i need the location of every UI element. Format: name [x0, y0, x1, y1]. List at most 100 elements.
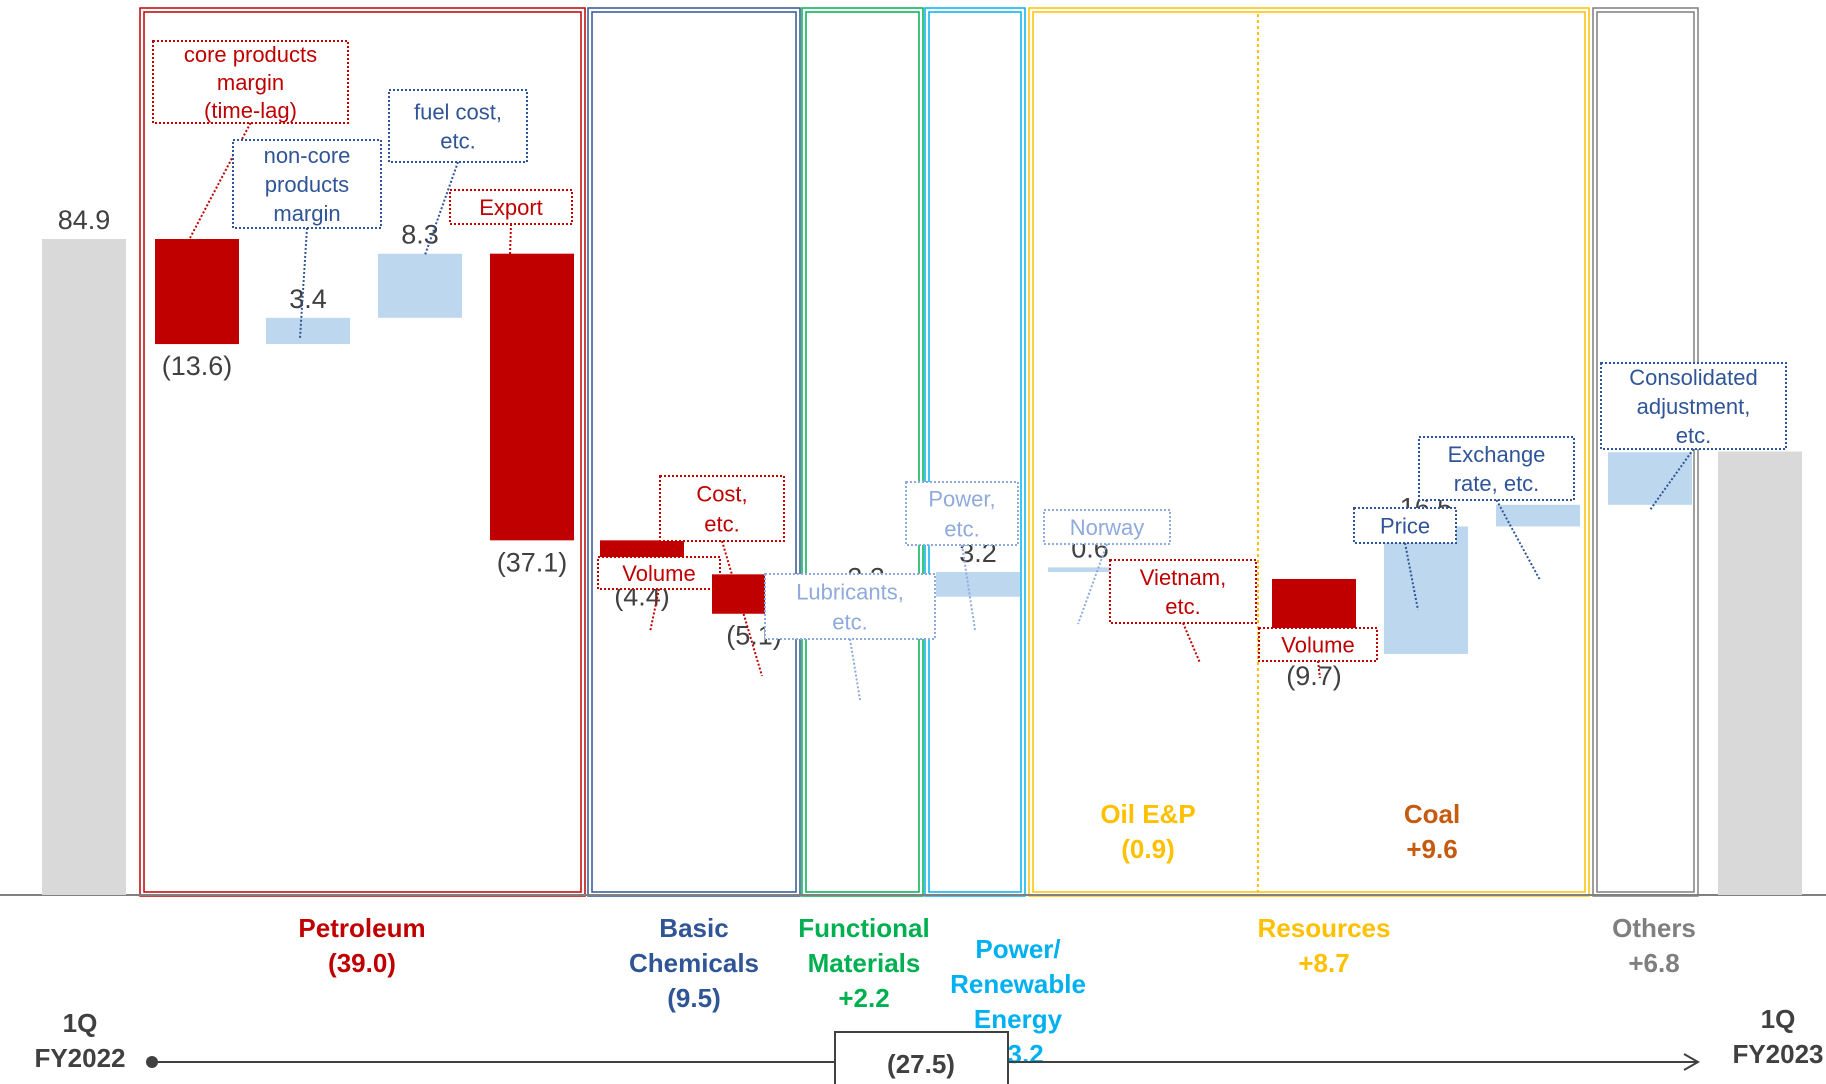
annotation-text: Vietnam,: [1140, 565, 1226, 590]
bar-value-label: (9.7): [1286, 661, 1342, 691]
annotation-leader: [649, 588, 660, 633]
category-label-functional-materials: Materials: [808, 948, 921, 978]
frame-inner-petroleum: [143, 11, 582, 893]
annotation-leader: [849, 638, 861, 701]
annotation-box: [1353, 507, 1457, 544]
end-period-label: FY2023: [1732, 1039, 1823, 1069]
annotation-text: non-core: [264, 143, 351, 168]
waterfall-bar: [1048, 567, 1132, 573]
annotation-box: [1258, 627, 1378, 662]
annotation-text: Power,: [928, 487, 995, 512]
frame-inner-others: [1596, 11, 1695, 893]
bar-value-label: (37.1): [497, 547, 568, 577]
annotation-leader: [1317, 660, 1321, 679]
annotation-box: [1109, 559, 1257, 624]
annotation-box: [388, 89, 528, 163]
annotation-text: Norway: [1070, 515, 1145, 540]
annotation-text: fuel cost,: [414, 100, 502, 125]
arrow-head: [1683, 1053, 1701, 1071]
annotation-text: etc.: [1165, 594, 1200, 619]
subgroup-label-coal: Coal: [1404, 799, 1460, 829]
annotation-box: [1418, 436, 1575, 501]
frame-basic-chemicals: [587, 7, 801, 897]
category-label-basic-chemicals: Basic: [659, 913, 728, 943]
annotation-text: Export: [479, 195, 543, 220]
waterfall-bar: [155, 239, 239, 345]
annotation-box: [905, 481, 1019, 546]
annotation-text: etc.: [944, 517, 979, 542]
annotation-text: (time-lag): [204, 98, 297, 123]
category-label-power-renewable-energy: Power/: [975, 934, 1060, 964]
category-label-basic-chemicals: Chemicals: [629, 948, 759, 978]
frame-inner-power-renewable-energy: [928, 11, 1022, 893]
category-label-others: +6.8: [1628, 948, 1679, 978]
annotation-text: Lubricants,: [796, 580, 904, 605]
annotation-text: margin: [273, 201, 340, 226]
frame-functional-materials: [801, 7, 924, 897]
annotation-text: Volume: [1281, 633, 1354, 658]
frame-inner-basic-chemicals: [591, 11, 797, 893]
annotation-leader: [1404, 542, 1419, 611]
annotation-leader: [1182, 622, 1201, 664]
bar-value-label: (13.6): [162, 351, 233, 381]
subgroup-label-oil-ep: Oil E&P: [1100, 799, 1195, 829]
frame-inner-functional-materials: [805, 11, 920, 893]
category-label-others: Others: [1612, 913, 1696, 943]
start-period-label: 1Q: [63, 1008, 98, 1038]
annotation-text: Consolidated: [1629, 365, 1757, 390]
category-label-functional-materials: Functional: [798, 913, 929, 943]
annotation-text: etc.: [832, 610, 867, 635]
annotation-leader: [424, 161, 459, 256]
category-label-functional-materials: +2.2: [838, 983, 889, 1013]
waterfall-bar: [1608, 452, 1692, 505]
annotation-text: margin: [217, 70, 284, 95]
subgroup-label-oil-ep: (0.9): [1121, 834, 1174, 864]
category-label-resources: +8.7: [1298, 948, 1349, 978]
start-value-label: 84.9: [58, 205, 111, 235]
annotation-leader: [509, 223, 512, 256]
annotation-text: rate, etc.: [1454, 471, 1540, 496]
annotation-leader: [1649, 448, 1695, 511]
annotation-text: Exchange: [1448, 442, 1546, 467]
category-label-basic-chemicals: (9.5): [667, 983, 720, 1013]
frame-power-renewable-energy: [924, 7, 1026, 897]
waterfall-bar: [936, 572, 1020, 597]
annotation-text: Cost,: [696, 482, 747, 507]
annotation-box: [152, 40, 349, 124]
annotation-text: adjustment,: [1637, 394, 1751, 419]
category-label-power-renewable-energy: Energy: [974, 1004, 1063, 1034]
start-period-label: FY2022: [34, 1043, 125, 1073]
annotation-leader: [721, 540, 763, 677]
frame-inner-resources: [1032, 11, 1586, 893]
bar-value-label: 3.4: [289, 284, 327, 314]
end-bar: [1718, 451, 1802, 895]
annotation-text: core products: [184, 42, 317, 67]
subgroup-label-coal: +9.6: [1406, 834, 1457, 864]
annotation-text: products: [265, 172, 349, 197]
annotation-text: Volume: [622, 561, 695, 586]
category-label-petroleum: Petroleum: [298, 913, 425, 943]
annotation-box: [1043, 509, 1171, 545]
waterfall-bar: [490, 253, 574, 541]
waterfall-bar: [378, 253, 462, 318]
overall-change-box: [834, 1031, 1009, 1084]
category-label-resources: Resources: [1258, 913, 1391, 943]
frame-others: [1592, 7, 1699, 897]
start-bar: [42, 239, 126, 895]
annotation-leader: [1495, 499, 1541, 581]
annotation-box: [659, 475, 785, 542]
annotation-text: etc.: [440, 129, 475, 154]
end-period-label: 1Q: [1761, 1004, 1796, 1034]
annotation-box: [1600, 362, 1787, 450]
waterfall-bar: [1496, 504, 1580, 527]
waterfall-bar: [1384, 526, 1468, 654]
annotation-text: etc.: [1676, 423, 1711, 448]
overall-change-label: (27.5): [887, 1049, 955, 1079]
annotation-text: Price: [1380, 514, 1430, 539]
annotation-text: etc.: [704, 512, 739, 537]
annotation-box: [597, 556, 721, 590]
annotation-box: [232, 139, 382, 229]
category-label-power-renewable-energy: Renewable: [950, 969, 1086, 999]
waterfall-bar: [266, 317, 350, 345]
